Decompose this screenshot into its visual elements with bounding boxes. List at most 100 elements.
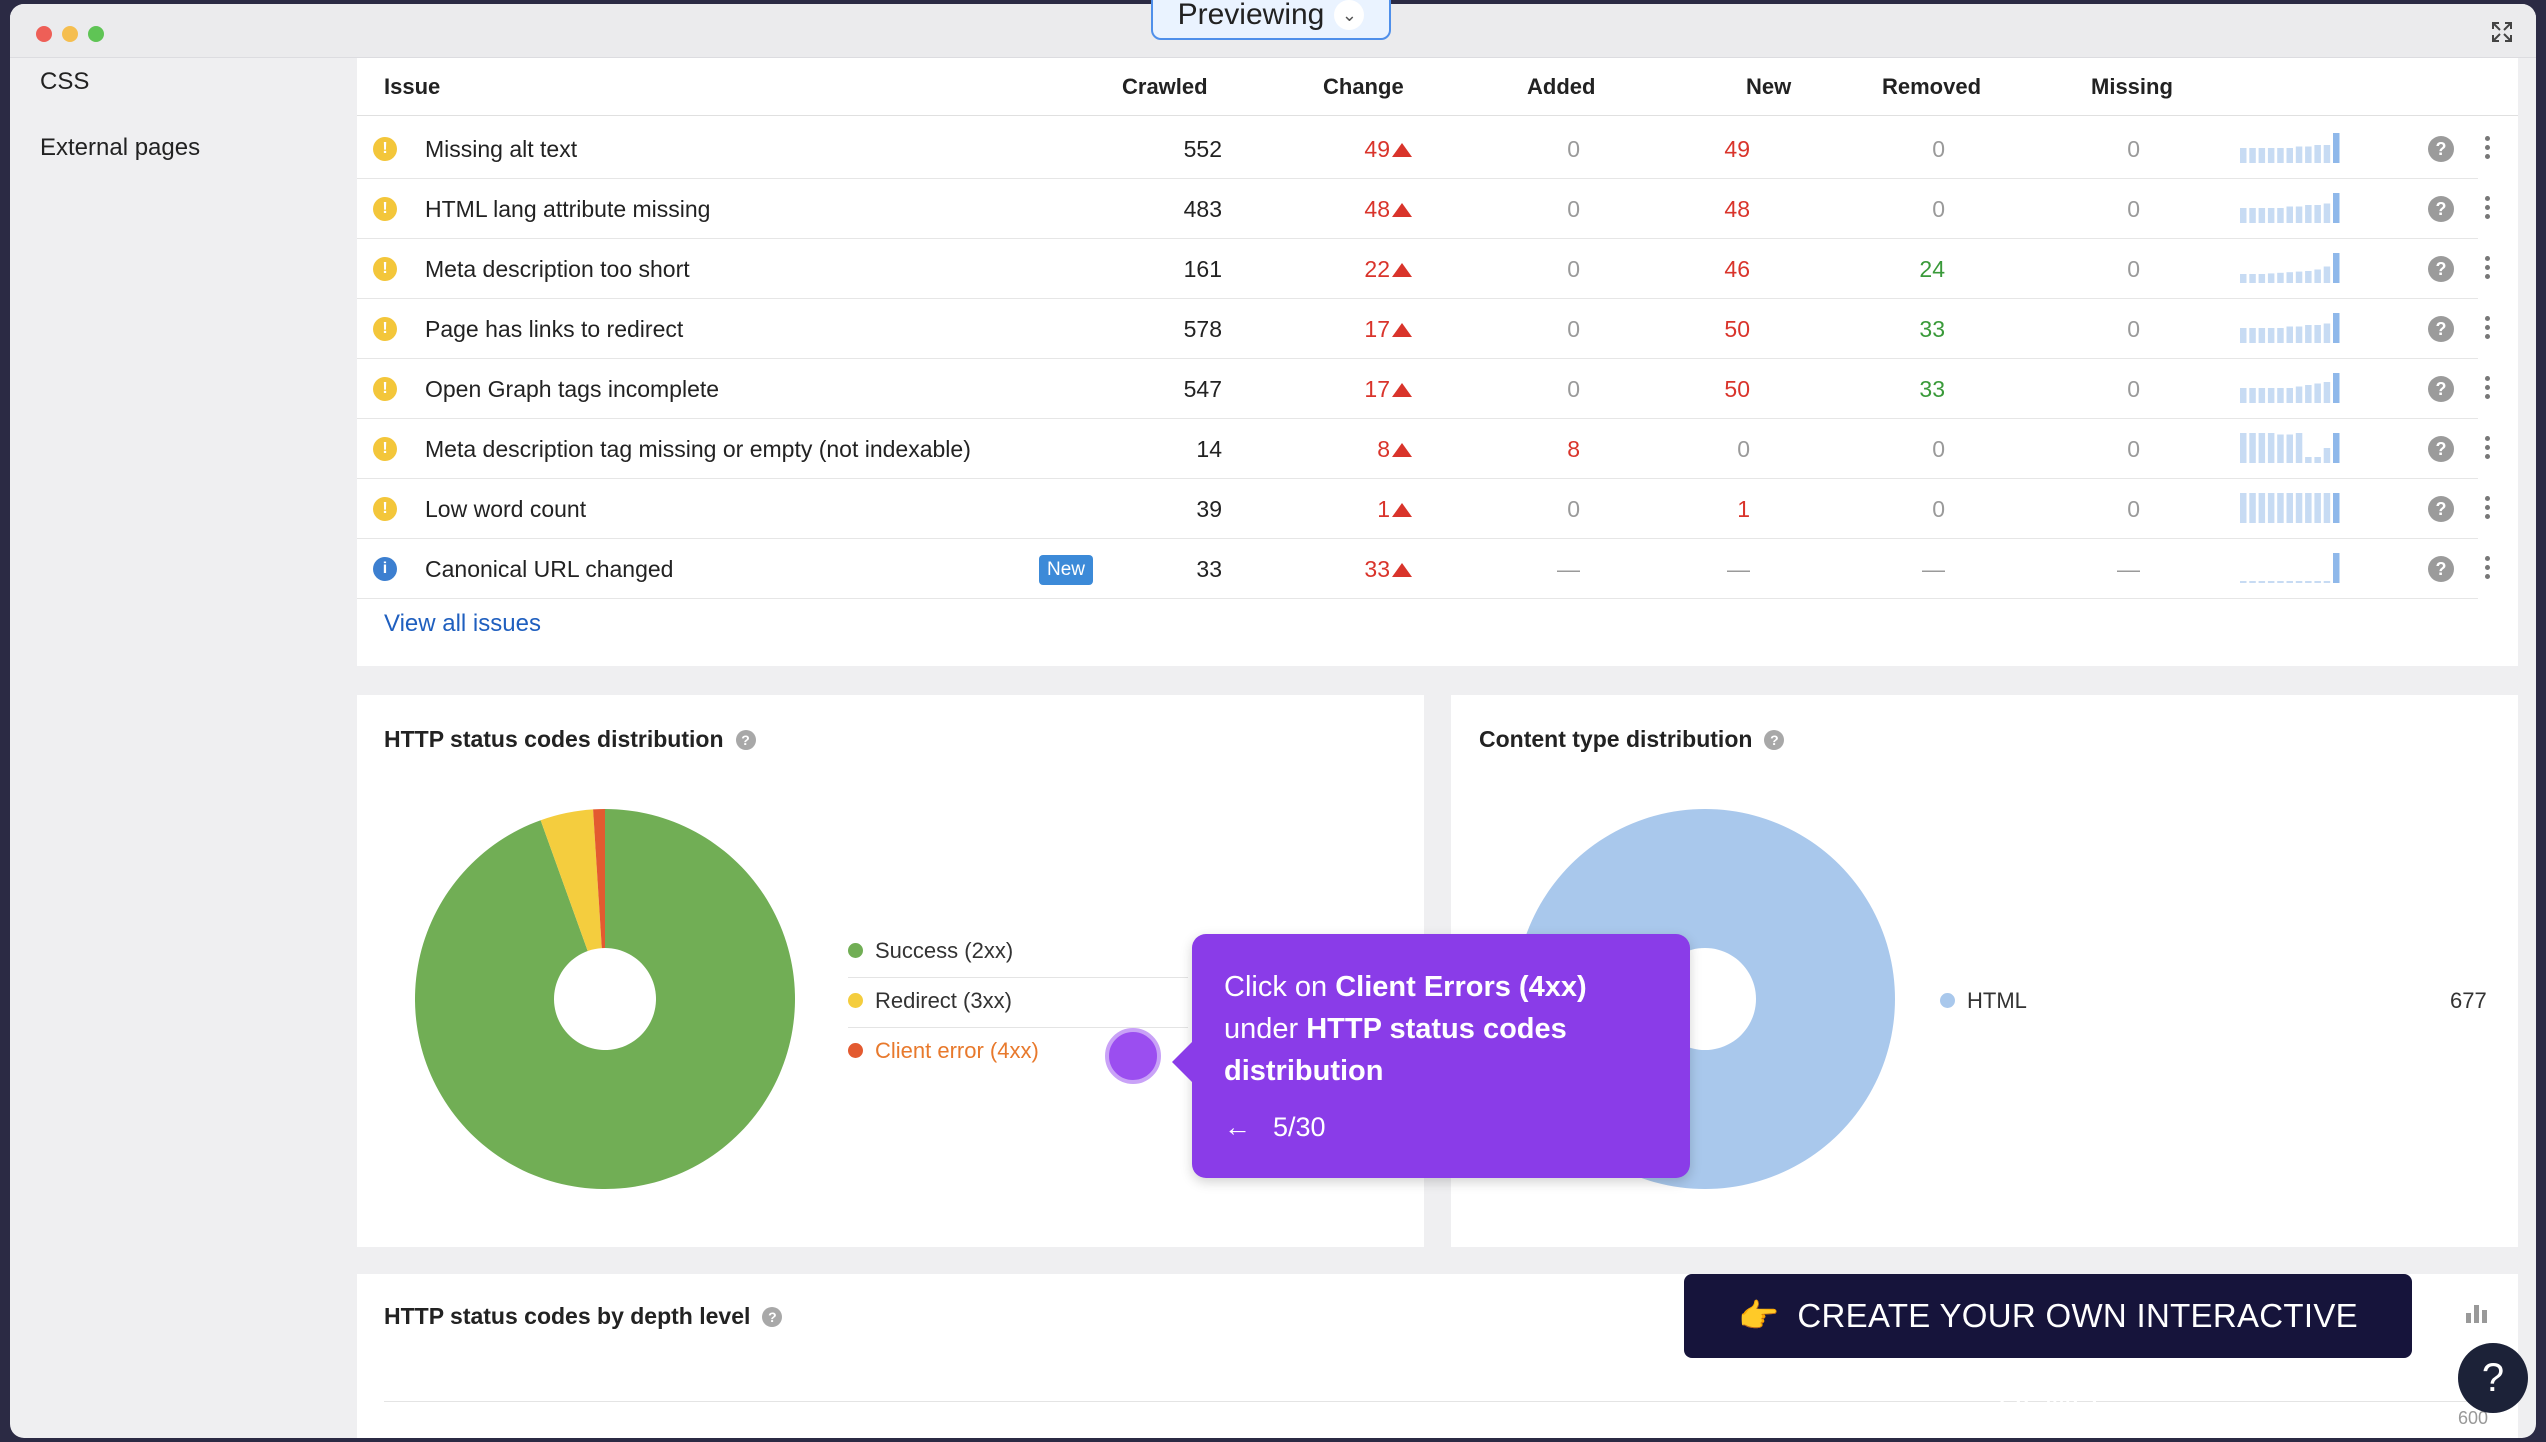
sidebar-item-external-pages[interactable]: External pages (40, 134, 201, 161)
missing-value[interactable]: 0 (2127, 256, 2140, 282)
column-header-crawled[interactable]: Crawled (1122, 74, 1208, 99)
table-row[interactable]: ! Meta description too short 161 22 0 46 24 0? (357, 239, 2490, 299)
new-value[interactable]: 48 (1724, 196, 1750, 222)
column-header-removed[interactable]: Removed (1882, 74, 1982, 99)
help-icon[interactable]: ? (2428, 196, 2454, 222)
removed-value[interactable]: 33 (1919, 316, 1945, 342)
crawled-value[interactable]: 483 (1183, 196, 1222, 222)
table-row[interactable]: i Canonical URL changed New 33 33 — — — —? (357, 539, 2490, 599)
missing-value[interactable]: 0 (2127, 376, 2140, 402)
removed-value[interactable]: 33 (1919, 376, 1945, 402)
table-row[interactable]: ! HTML lang attribute missing 483 48 0 48 0 0? (357, 179, 2490, 239)
pie-slice[interactable] (593, 809, 605, 949)
table-row[interactable]: ! Page has links to redirect 578 17 0 50 33 0? (357, 299, 2490, 359)
help-icon[interactable]: ? (2428, 496, 2454, 522)
table-row[interactable]: ! Missing alt text 552 49 0 49 0 0? (357, 119, 2490, 179)
issue-name[interactable]: Meta description tag missing or empty (n… (425, 436, 971, 462)
missing-value[interactable]: 0 (2127, 436, 2140, 462)
column-header-added[interactable]: Added (1527, 74, 1596, 99)
pie-slice[interactable] (540, 809, 602, 952)
maximize-window-button[interactable] (88, 26, 104, 42)
create-demo-button[interactable]: 👉 CREATE YOUR OWN INTERACTIVE DEMO (1684, 1274, 2412, 1418)
bar-chart-icon[interactable] (2464, 1301, 2490, 1325)
removed-value[interactable]: 0 (1932, 136, 1945, 162)
trend-sparkline[interactable] (2240, 131, 2344, 165)
http-status-pie-chart[interactable] (410, 804, 800, 1194)
trend-sparkline[interactable] (2240, 251, 2344, 285)
new-value[interactable]: 50 (1724, 376, 1750, 402)
new-value[interactable]: 0 (1737, 436, 1750, 462)
issue-name[interactable]: Low word count (425, 496, 587, 522)
crawled-value[interactable]: 161 (1183, 256, 1222, 282)
new-value[interactable]: 46 (1724, 256, 1750, 282)
added-value[interactable]: 0 (1567, 256, 1580, 282)
pie-slice[interactable] (415, 809, 795, 1189)
help-button[interactable]: ? (2458, 1343, 2528, 1413)
table-row[interactable]: ! Open Graph tags incomplete 547 17 0 50 33 0? (357, 359, 2490, 419)
legend-item-redirect[interactable]: Redirect (3xx) (848, 988, 1012, 1014)
added-value[interactable]: 0 (1567, 316, 1580, 342)
removed-value[interactable]: — (1922, 556, 1945, 582)
column-header-change[interactable]: Change (1323, 74, 1404, 99)
close-window-button[interactable] (36, 26, 52, 42)
issue-name[interactable]: Canonical URL changed (425, 556, 674, 582)
more-options-icon[interactable] (2482, 493, 2492, 525)
new-value[interactable]: — (1727, 556, 1750, 582)
minimize-window-button[interactable] (62, 26, 78, 42)
issue-name[interactable]: Page has links to redirect (425, 316, 684, 342)
new-value[interactable]: 50 (1724, 316, 1750, 342)
crawled-value[interactable]: 14 (1196, 436, 1222, 462)
trend-sparkline[interactable] (2240, 551, 2344, 585)
missing-value[interactable]: 0 (2127, 316, 2140, 342)
added-value[interactable]: 0 (1567, 376, 1580, 402)
help-icon[interactable]: ? (762, 1307, 783, 1327)
new-value[interactable]: 1 (1737, 496, 1750, 522)
help-icon[interactable]: ? (2428, 316, 2454, 342)
added-value[interactable]: 0 (1567, 136, 1580, 162)
issue-name[interactable]: Open Graph tags incomplete (425, 376, 720, 402)
crawled-value[interactable]: 33 (1196, 556, 1222, 582)
issue-name[interactable]: Missing alt text (425, 136, 578, 162)
added-value[interactable]: 0 (1567, 496, 1580, 522)
more-options-icon[interactable] (2482, 133, 2492, 165)
trend-sparkline[interactable] (2240, 191, 2344, 225)
new-value[interactable]: 49 (1724, 136, 1750, 162)
sidebar-item-css[interactable]: CSS (40, 68, 90, 95)
more-options-icon[interactable] (2482, 313, 2492, 345)
issue-name[interactable]: Meta description too short (425, 256, 690, 282)
removed-value[interactable]: 0 (1932, 496, 1945, 522)
more-options-icon[interactable] (2482, 253, 2492, 285)
removed-value[interactable]: 0 (1932, 436, 1945, 462)
trend-sparkline[interactable] (2240, 371, 2344, 405)
help-icon[interactable]: ? (2428, 436, 2454, 462)
legend-item-success[interactable]: Success (2xx) (848, 938, 1013, 964)
column-header-missing[interactable]: Missing (2091, 74, 2173, 99)
table-row[interactable]: ! Low word count 39 1 0 1 0 0? (357, 479, 2490, 539)
trend-sparkline[interactable] (2240, 431, 2344, 465)
crawled-value[interactable]: 578 (1183, 316, 1222, 342)
hotspot-beacon[interactable] (1105, 1028, 1161, 1084)
more-options-icon[interactable] (2482, 373, 2492, 405)
help-icon[interactable]: ? (2428, 136, 2454, 162)
back-arrow-icon[interactable]: ← (1224, 1112, 1251, 1142)
trend-sparkline[interactable] (2240, 491, 2344, 525)
column-header-new[interactable]: New (1746, 74, 1792, 99)
legend-item-html[interactable]: HTML (1940, 988, 2027, 1014)
expand-icon[interactable] (2490, 20, 2514, 44)
help-icon[interactable]: ? (2428, 256, 2454, 282)
view-all-issues-link[interactable]: View all issues (384, 610, 541, 637)
table-row[interactable]: ! Meta description tag missing or empty (… (357, 419, 2490, 479)
crawled-value[interactable]: 552 (1183, 136, 1222, 162)
crawled-value[interactable]: 39 (1196, 496, 1222, 522)
removed-value[interactable]: 0 (1932, 196, 1945, 222)
added-value[interactable]: 0 (1567, 196, 1580, 222)
missing-value[interactable]: 0 (2127, 496, 2140, 522)
added-value[interactable]: 8 (1567, 436, 1580, 462)
help-icon[interactable]: ? (2428, 556, 2454, 582)
previewing-dropdown[interactable]: Previewing ⌄ (1151, 0, 1391, 40)
help-icon[interactable]: ? (2428, 376, 2454, 402)
more-options-icon[interactable] (2482, 553, 2492, 585)
help-icon[interactable]: ? (735, 730, 756, 750)
issue-name[interactable]: HTML lang attribute missing (425, 196, 711, 222)
missing-value[interactable]: 0 (2127, 136, 2140, 162)
